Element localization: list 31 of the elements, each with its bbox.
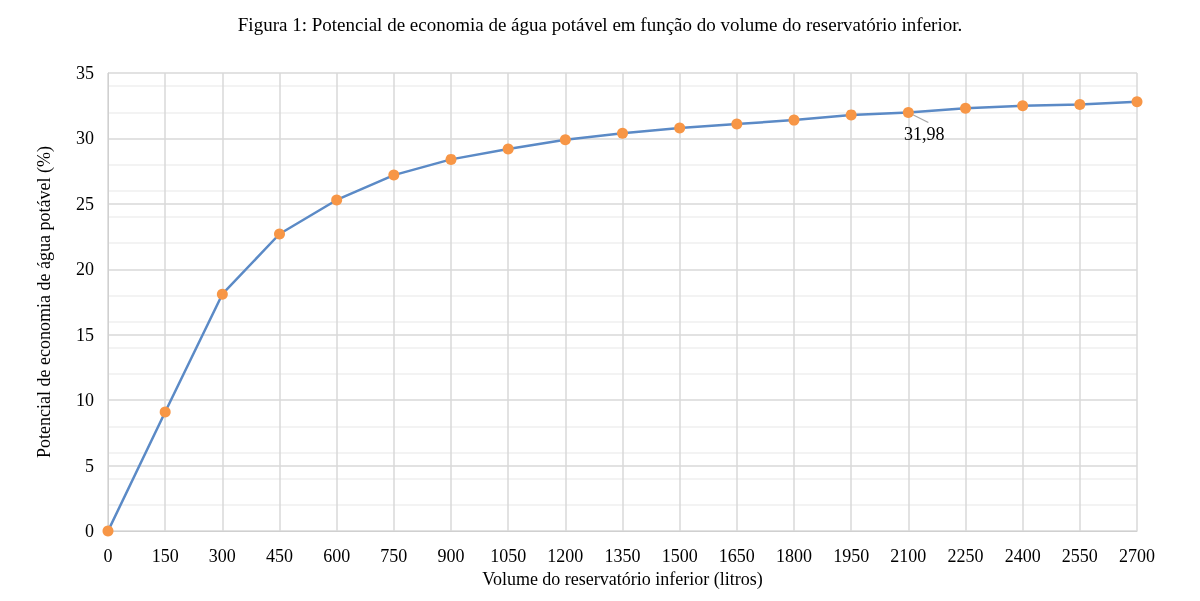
y-tick-label: 0: [85, 521, 94, 542]
x-tick-label: 1500: [661, 546, 698, 567]
x-tick-label: 0: [103, 546, 113, 567]
x-tick-label: 2250: [947, 546, 984, 567]
x-tick-label: 600: [323, 546, 351, 567]
y-tick-label: 15: [76, 324, 94, 345]
x-tick-label: 1650: [718, 546, 755, 567]
x-tick-label: 2550: [1061, 546, 1098, 567]
x-tick-label: 750: [380, 546, 408, 567]
x-tick-label: 2700: [1119, 546, 1155, 567]
x-tick-label: 2400: [1004, 546, 1041, 567]
y-axis-title: Potencial de economia de água potável (%): [34, 146, 55, 458]
y-tick-label: 5: [85, 455, 94, 476]
chart-title: Figura 1: Potencial de economia de água potável em função do volume do reservatório inferior.: [237, 14, 963, 35]
annotation: 31,98: [904, 123, 945, 144]
y-tick-label: 35: [76, 63, 94, 83]
x-tick-label: 150: [151, 546, 179, 567]
x-tick-label: 1200: [547, 546, 584, 567]
y-tick-label: 25: [76, 193, 94, 214]
x-tick-label: 2100: [890, 546, 927, 567]
x-axis-title: Volume do reservatório inferior (litros): [482, 569, 763, 590]
x-tick-label: 1050: [490, 546, 527, 567]
x-tick-label: 1800: [776, 546, 812, 567]
x-tick-label: 300: [208, 546, 236, 567]
y-tick-label: 10: [76, 390, 94, 411]
x-tick-label: 450: [266, 546, 293, 567]
y-tick-label: 20: [76, 259, 94, 280]
x-tick-label: 1950: [833, 546, 870, 567]
x-tick-label: 900: [437, 546, 465, 567]
y-tick-label: 30: [76, 128, 94, 149]
x-tick-label: 1350: [604, 546, 641, 567]
